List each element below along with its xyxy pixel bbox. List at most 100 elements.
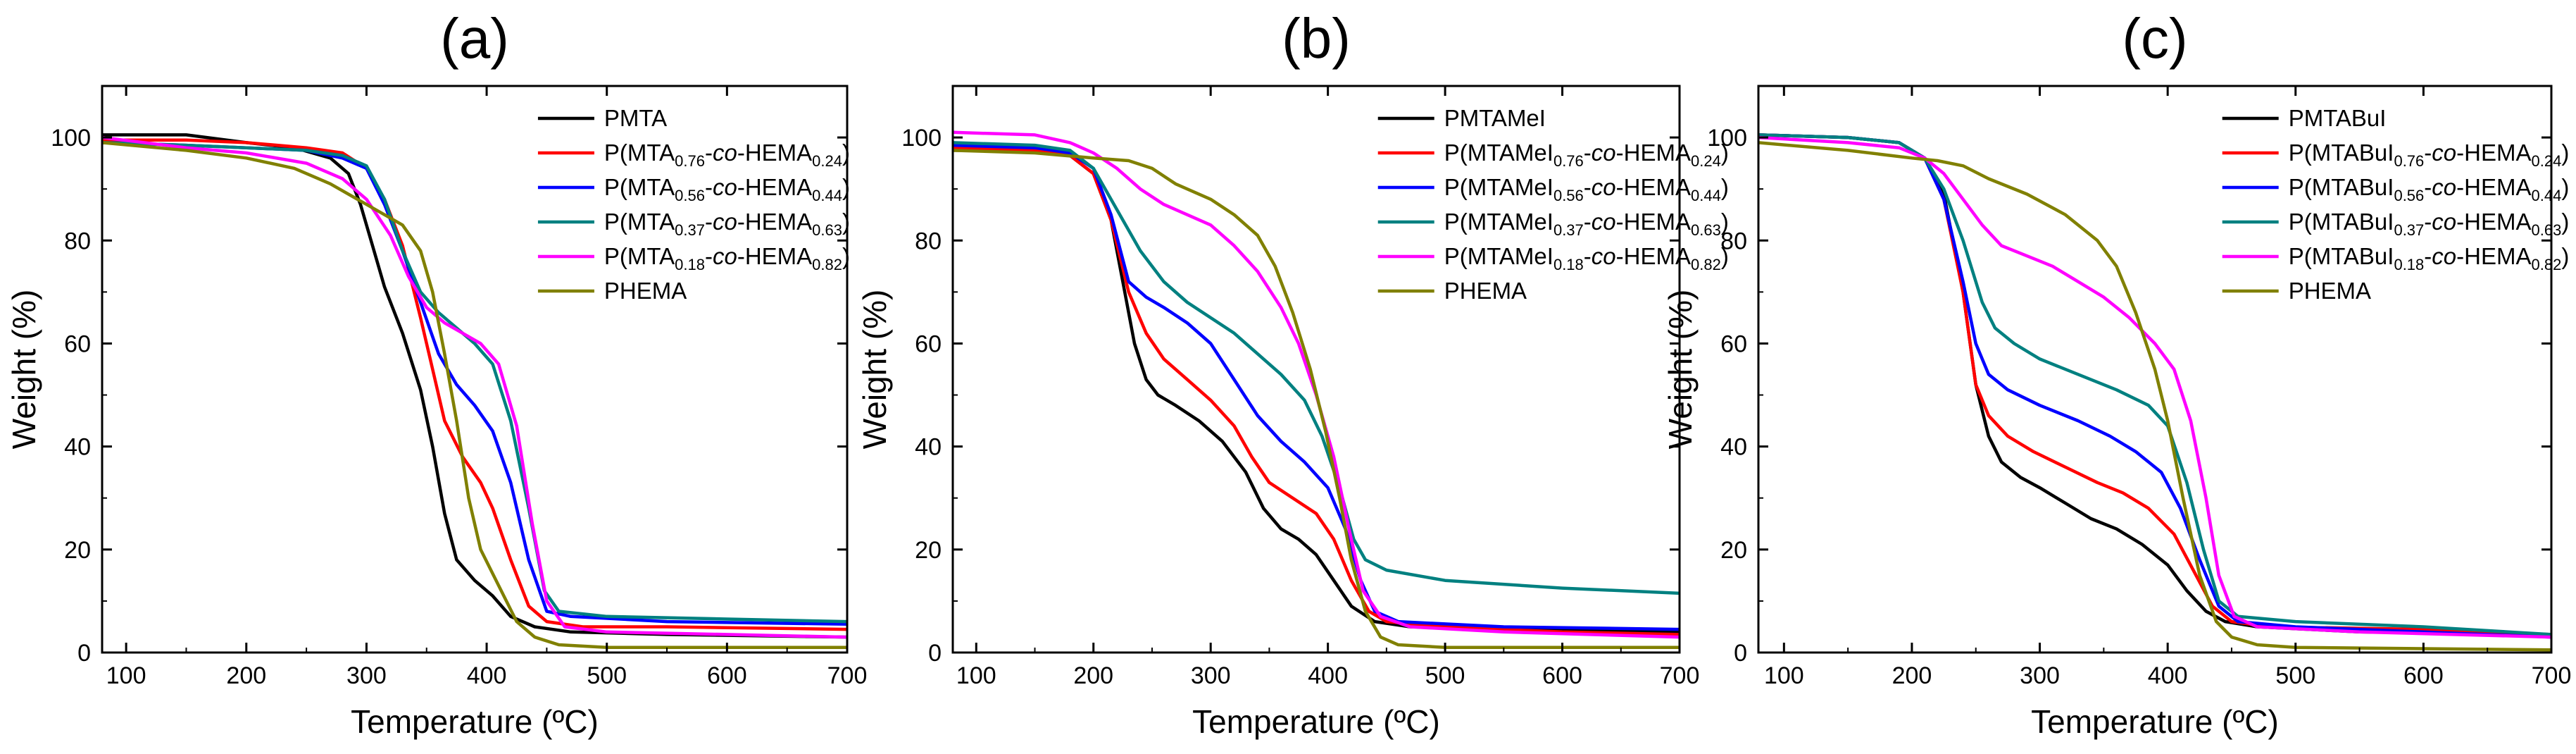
legend-text-part: co	[2432, 140, 2456, 166]
legend-text-part: 0.37	[1553, 221, 1584, 239]
legend-entry: P(MTABuI0.37-co-HEMA0.63)	[2289, 209, 2570, 239]
legend-text-part: -	[1584, 174, 1592, 200]
legend-text-part: 0.37	[2394, 221, 2424, 239]
legend-text-part: P(MTAMeI	[1444, 243, 1553, 269]
y-tick-label: 100	[901, 125, 942, 152]
legend-text-part: P(MTABuI	[2289, 243, 2394, 269]
y-tick-label: 80	[1720, 228, 1747, 254]
legend-text-part: P(MTAMeI	[1444, 174, 1553, 200]
legend-text-part: P(MTA	[604, 140, 675, 166]
legend-text-part: 0.37	[675, 221, 705, 239]
series-line-5	[1758, 135, 2551, 639]
legend-text-part: -	[705, 209, 713, 235]
x-tick-label: 700	[827, 662, 868, 689]
y-tick-label: 40	[1720, 434, 1747, 461]
legend-text-part: co	[1592, 243, 1616, 269]
legend-text-part: co	[713, 174, 737, 200]
legend-text-part: P(MTABuI	[2289, 209, 2394, 235]
x-tick-label: 300	[346, 662, 387, 689]
y-tick-label: 0	[77, 640, 91, 667]
legend-entry: P(MTAMeI0.56-co-HEMA0.44)	[1444, 174, 1729, 204]
y-tick-label: 60	[1720, 330, 1747, 357]
series-line-6	[1758, 141, 2551, 652]
legend-text-part: )	[1721, 209, 1729, 235]
series-line-6	[953, 149, 1680, 649]
x-tick-label: 200	[1073, 662, 1113, 689]
legend-text-part: 0.24	[1691, 152, 1721, 170]
legend-text-part: co	[2432, 209, 2456, 235]
legend-text-part: 0.18	[675, 256, 705, 273]
x-tick-label: 100	[956, 662, 996, 689]
legend: PMTAP(MTA0.76-co-HEMA0.24)P(MTA0.56-co-H…	[537, 105, 850, 304]
x-tick-label: 300	[2020, 662, 2060, 689]
legend-text-part: co	[713, 243, 737, 269]
legend-entry: P(MTAMeI0.18-co-HEMA0.82)	[1444, 243, 1729, 273]
legend-text-part: co	[2432, 243, 2456, 269]
legend-text-part: -HEMA	[1616, 174, 1691, 200]
legend: PMTAMeIP(MTAMeI0.76-co-HEMA0.24)P(MTAMeI…	[1377, 105, 1729, 304]
legend-text-part: -HEMA	[2456, 209, 2531, 235]
legend-text-part: )	[2561, 209, 2569, 235]
y-tick-label: 20	[1720, 537, 1747, 564]
legend-text-part: 0.18	[2394, 256, 2424, 273]
x-tick-label: 200	[226, 662, 266, 689]
x-tick-label: 400	[2148, 662, 2188, 689]
legend-text-part: 0.44	[1691, 187, 1721, 204]
y-tick-label: 40	[64, 434, 91, 461]
legend-entry: PMTA	[604, 105, 667, 131]
legend-text-part: PMTA	[604, 105, 667, 131]
legend-text-part: co	[1592, 209, 1616, 235]
y-axis-title: Weight (%)	[1662, 290, 1699, 450]
legend-text-part: 0.76	[2394, 152, 2424, 170]
legend-entry: P(MTA0.76-co-HEMA0.24)	[604, 140, 850, 170]
x-tick-label: 600	[707, 662, 747, 689]
legend-text-part: 0.82	[1691, 256, 1721, 273]
x-axis-title: Temperature (ºC)	[351, 703, 599, 740]
series-line-4	[102, 141, 847, 624]
y-tick-label: 0	[1734, 640, 1747, 667]
legend-entry: PHEMA	[604, 278, 687, 304]
legend-text-part: 0.44	[812, 187, 842, 204]
legend-text-part: PMTABuI	[2289, 105, 2387, 131]
legend-text-part: )	[842, 174, 850, 200]
y-axis-title: Weight (%)	[856, 290, 893, 450]
legend-text-part: -	[2424, 140, 2432, 166]
legend-text-part: PMTAMeI	[1444, 105, 1546, 131]
y-tick-label: 100	[51, 125, 91, 152]
legend-text-part: co	[713, 209, 737, 235]
legend-text-part: -	[1584, 209, 1592, 235]
legend-text-part: 0.18	[1553, 256, 1584, 273]
legend-text-part: )	[1721, 174, 1729, 200]
legend-text-part: -HEMA	[1616, 140, 1691, 166]
legend-text-part: )	[842, 209, 850, 235]
x-tick-label: 600	[2403, 662, 2444, 689]
legend-text-part: -HEMA	[737, 243, 812, 269]
panel-label: (a)	[440, 7, 509, 70]
x-tick-label: 100	[1764, 662, 1804, 689]
legend-text-part: )	[842, 243, 850, 269]
plot-frame	[951, 85, 1681, 654]
legend-text-part: 0.56	[675, 187, 705, 204]
legend-text-part: P(MTAMeI	[1444, 140, 1553, 166]
y-tick-label: 20	[915, 537, 942, 564]
y-tick-label: 0	[928, 640, 942, 667]
legend-text-part: -	[2424, 209, 2432, 235]
legend-text-part: -	[1584, 243, 1592, 269]
legend-text-part: -	[2424, 174, 2432, 200]
series-line-6	[102, 141, 847, 649]
legend-text-part: -HEMA	[737, 174, 812, 200]
legend-text-part: )	[1721, 140, 1729, 166]
y-tick-label: 60	[64, 330, 91, 357]
plot-frame	[1757, 85, 2553, 654]
legend-text-part: P(MTA	[604, 243, 675, 269]
legend-entry: P(MTA0.18-co-HEMA0.82)	[604, 243, 850, 273]
y-tick-label: 100	[1707, 125, 1747, 152]
series-line-5	[102, 135, 847, 639]
legend-entry: PHEMA	[1444, 278, 1527, 304]
legend-text-part: -HEMA	[1616, 243, 1691, 269]
panel-1: (a) 100 200 300 400 500 600 700 0 20 40 60 80 100 Temp…	[6, 7, 867, 740]
legend-text-part: P(MTA	[604, 209, 675, 235]
x-axis-title: Temperature (ºC)	[1192, 703, 1440, 740]
legend-text-part: 0.76	[675, 152, 705, 170]
series-line-5	[953, 130, 1680, 639]
